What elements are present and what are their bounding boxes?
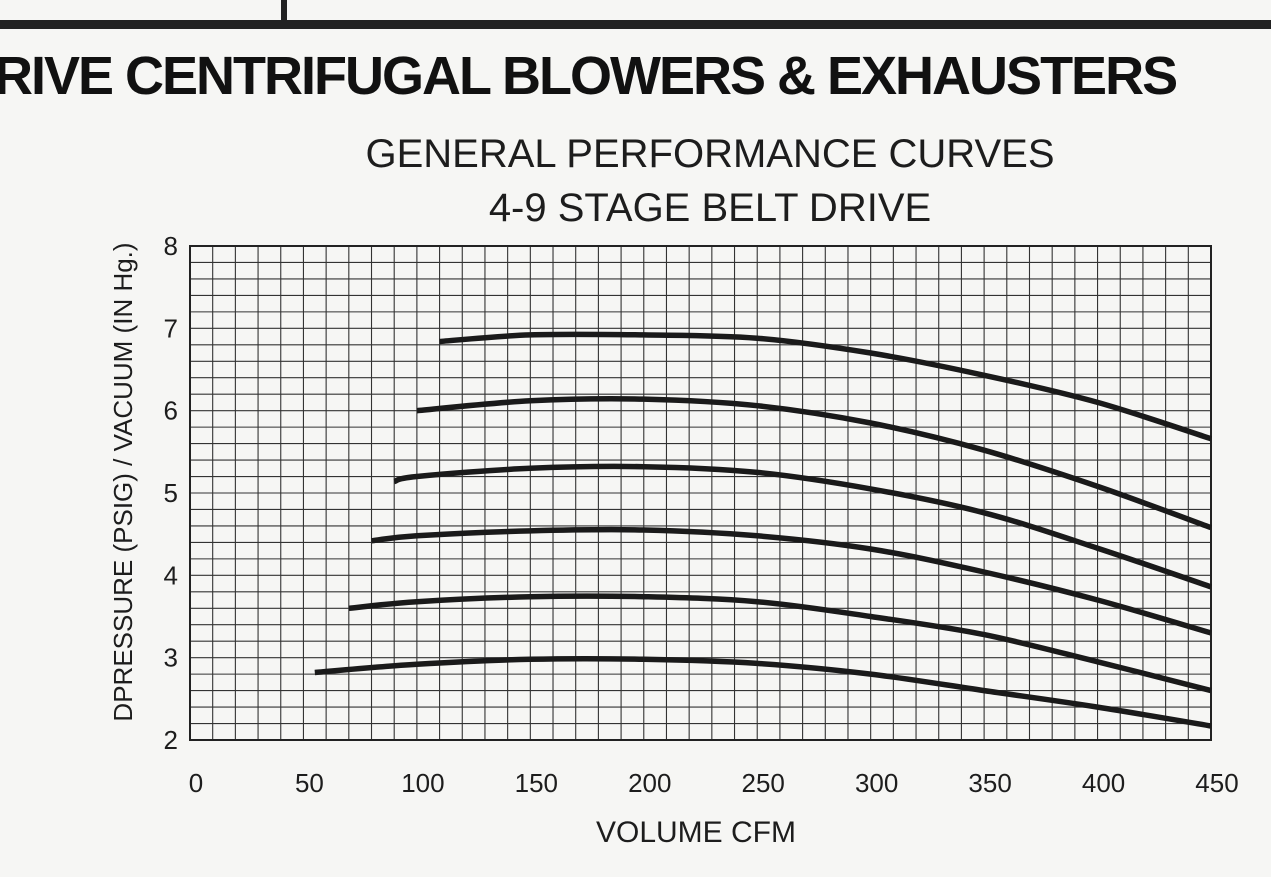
series-line-1 (314, 655, 1212, 729)
y-tick-label: 4 (164, 560, 178, 590)
header-divider-mark (281, 0, 287, 22)
x-tick-label: 400 (1082, 768, 1125, 798)
series-line-6 (439, 331, 1212, 442)
tick-labels: 0 50 100 150 200 250 300 350 400 450 2 3 4 5 6 7 8 (164, 231, 1239, 798)
series-lines (314, 331, 1212, 729)
y-tick-label: 7 (164, 313, 178, 343)
y-tick-label: 8 (164, 231, 178, 261)
series-line-3 (371, 526, 1212, 636)
chart-title: GENERAL PERFORMANCE CURVES (365, 132, 1055, 176)
y-axis-label: DPRESSURE (PSIG) / VACUUM (IN Hg.) (108, 242, 138, 721)
x-tick-label: 300 (855, 768, 898, 798)
x-tick-label: 350 (968, 768, 1011, 798)
y-tick-label: 5 (164, 478, 178, 508)
chart-subtitle: 4-9 STAGE BELT DRIVE (488, 186, 932, 230)
y-tick-label: 3 (164, 643, 178, 673)
x-tick-label: 50 (295, 768, 324, 798)
x-tick-label: 0 (189, 768, 203, 798)
series-line-4 (393, 463, 1212, 590)
x-tick-label: 100 (401, 768, 444, 798)
grid (190, 246, 1211, 740)
x-axis-label: VOLUME CFM (596, 816, 796, 849)
x-tick-label: 200 (628, 768, 671, 798)
plot-frame (189, 245, 1212, 741)
series-line-2 (348, 593, 1212, 694)
series-line-5 (416, 396, 1212, 531)
y-tick-label: 6 (164, 396, 178, 426)
x-tick-label: 450 (1195, 768, 1238, 798)
banner-title: RIVE CENTRIFUGAL BLOWERS & EXHAUSTERS (0, 46, 1178, 106)
x-tick-label: 250 (742, 768, 785, 798)
top-rule (0, 20, 1271, 29)
y-tick-label: 2 (164, 725, 178, 755)
x-tick-label: 150 (515, 768, 558, 798)
